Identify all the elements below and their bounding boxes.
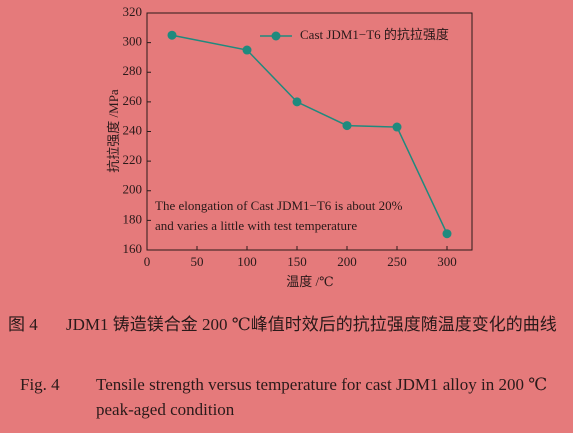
caption-text: Tensile strength versus temperature for … xyxy=(96,375,548,419)
point xyxy=(242,45,252,55)
x-tick-label: 150 xyxy=(287,254,307,269)
y-tick-label: 240 xyxy=(123,122,143,137)
x-axis-label: 温度 /℃ xyxy=(286,274,333,289)
y-tick-label: 280 xyxy=(123,63,143,78)
y-tick-label: 160 xyxy=(123,241,143,256)
y-tick-label: 220 xyxy=(123,152,143,167)
y-tick-label: 320 xyxy=(123,4,143,19)
annotation: and varies a little with test temperatur… xyxy=(155,218,357,233)
x-tick-label: 0 xyxy=(144,254,151,269)
legend-marker xyxy=(271,31,281,41)
chart: 抗拉强度 /MPa 温度 /℃ 160 180 200 220 240 260 280 300… xyxy=(106,4,473,289)
point xyxy=(392,122,402,132)
caption-cn: 图 4 JDM1 铸造镁合金 200 ℃峰值时效后的抗拉强度随温度变化的曲线 xyxy=(8,312,566,337)
x-tick-label: 250 xyxy=(387,254,407,269)
point xyxy=(342,121,352,131)
annotation: The elongation of Cast JDM1−T6 is about … xyxy=(155,198,403,213)
caption-label: 图 4 xyxy=(8,315,38,334)
series-line xyxy=(171,34,448,235)
caption-en: Fig. 4 Tensile strength versus temperatur… xyxy=(20,372,566,422)
x-tick-label: 300 xyxy=(437,254,457,269)
y-tick-label: 260 xyxy=(123,93,143,108)
y-tick-label: 300 xyxy=(123,34,143,49)
caption-label: Fig. 4 xyxy=(20,375,60,394)
point xyxy=(167,30,177,40)
y-axis-label: 抗拉强度 /MPa xyxy=(106,89,121,173)
legend-label: Cast JDM1−T6 的抗拉强度 xyxy=(300,27,449,42)
plot-frame xyxy=(146,12,473,251)
caption-text: JDM1 铸造镁合金 200 ℃峰值时效后的抗拉强度随温度变化的曲线 xyxy=(66,315,557,334)
x-tick-label: 100 xyxy=(237,254,257,269)
x-tick-label: 200 xyxy=(337,254,357,269)
x-tick-label: 50 xyxy=(191,254,204,269)
y-tick-label: 180 xyxy=(123,211,143,226)
point xyxy=(292,97,302,107)
point xyxy=(442,229,452,239)
y-tick-label: 200 xyxy=(123,182,143,197)
